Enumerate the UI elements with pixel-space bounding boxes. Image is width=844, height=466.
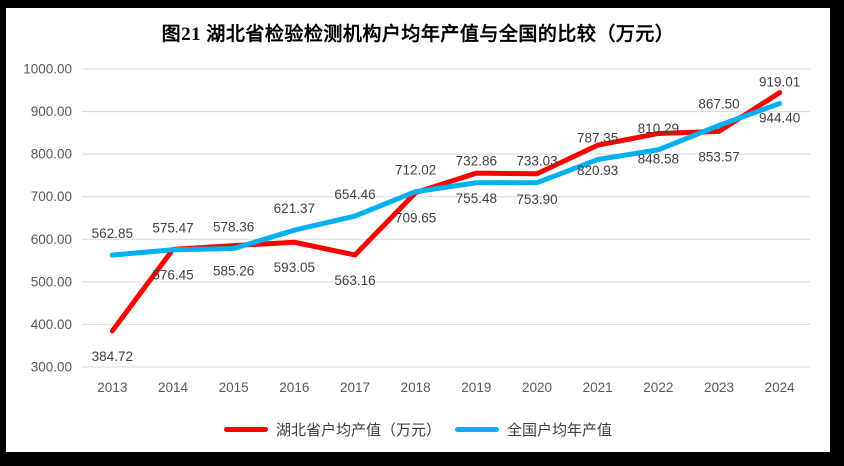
chart-legend: 湖北省户均产值（万元） 全国户均年产值 (6, 419, 830, 440)
legend-item-national: 全国户均年产值 (455, 419, 612, 440)
data-label: 810.29 (638, 121, 679, 136)
x-axis-tick-label: 2017 (340, 380, 370, 395)
data-label: 575.47 (152, 221, 193, 236)
legend-item-hubei: 湖北省户均产值（万元） (223, 419, 441, 440)
chart-area: 图21 湖北省检验检测机构户均年产值与全国的比较（万元） 300.00 400.0… (6, 8, 830, 452)
legend-swatch-hubei-line (223, 427, 268, 432)
y-axis-tick-label: 300.00 (31, 360, 72, 375)
data-label: 709.65 (395, 211, 436, 226)
data-label: 654.46 (334, 187, 375, 202)
data-label: 787.35 (577, 131, 618, 146)
x-axis-tick-label: 2023 (704, 380, 734, 395)
x-axis-tick-label: 2022 (643, 380, 673, 395)
x-axis-tick-label: 2015 (219, 380, 249, 395)
data-label: 848.58 (638, 151, 679, 166)
data-label: 576.45 (152, 267, 193, 282)
data-label: 733.03 (516, 154, 557, 169)
y-axis-tick-label: 400.00 (31, 317, 72, 332)
data-label: 732.86 (456, 154, 497, 169)
line-chart-plot: 300.00 400.00 500.00 600.00 700.00 800.00 900.… (23, 62, 810, 395)
y-axis-tick-label: 800.00 (31, 147, 72, 162)
y-axis-tick-label: 600.00 (31, 232, 72, 247)
data-label: 755.48 (456, 191, 497, 206)
data-label: 867.50 (698, 96, 739, 111)
chart-title: 图21 湖北省检验检测机构户均年产值与全国的比较（万元） (161, 24, 675, 45)
series-line-hubei (109, 90, 783, 334)
data-label: 944.40 (759, 111, 800, 126)
legend-label-national: 全国户均年产值 (507, 422, 613, 439)
data-label: 919.01 (759, 74, 800, 89)
x-axis-tick-label: 2019 (461, 380, 491, 395)
series-line-national (109, 100, 783, 258)
legend-swatch-national-line (455, 427, 499, 432)
data-label: 563.16 (334, 273, 375, 288)
data-label: 593.05 (274, 260, 315, 275)
data-label: 712.02 (395, 163, 436, 178)
data-label: 578.36 (213, 219, 254, 234)
data-label: 384.72 (92, 349, 133, 364)
y-axis-tick-label: 1000.00 (23, 62, 72, 77)
y-axis-tick-label: 900.00 (31, 104, 72, 119)
legend-label-hubei: 湖北省户均产值（万元） (275, 422, 441, 439)
x-axis-tick-label: 2014 (158, 380, 189, 395)
data-label: 853.57 (698, 149, 739, 164)
x-axis-tick-label: 2021 (583, 380, 613, 395)
data-label: 562.85 (92, 226, 133, 241)
x-axis-tick-label: 2024 (765, 380, 796, 395)
x-axis-tick-label: 2018 (401, 380, 431, 395)
y-axis-tick-label: 500.00 (31, 274, 72, 289)
data-label: 820.93 (577, 163, 618, 178)
y-axis-tick-label: 700.00 (31, 189, 72, 204)
x-axis-tick-label: 2016 (279, 380, 309, 395)
x-axis-tick-label: 2013 (97, 380, 127, 395)
data-label: 621.37 (274, 201, 315, 216)
x-axis-tick-label: 2020 (522, 380, 552, 395)
data-label: 753.90 (516, 192, 557, 207)
data-label: 585.26 (213, 264, 254, 279)
